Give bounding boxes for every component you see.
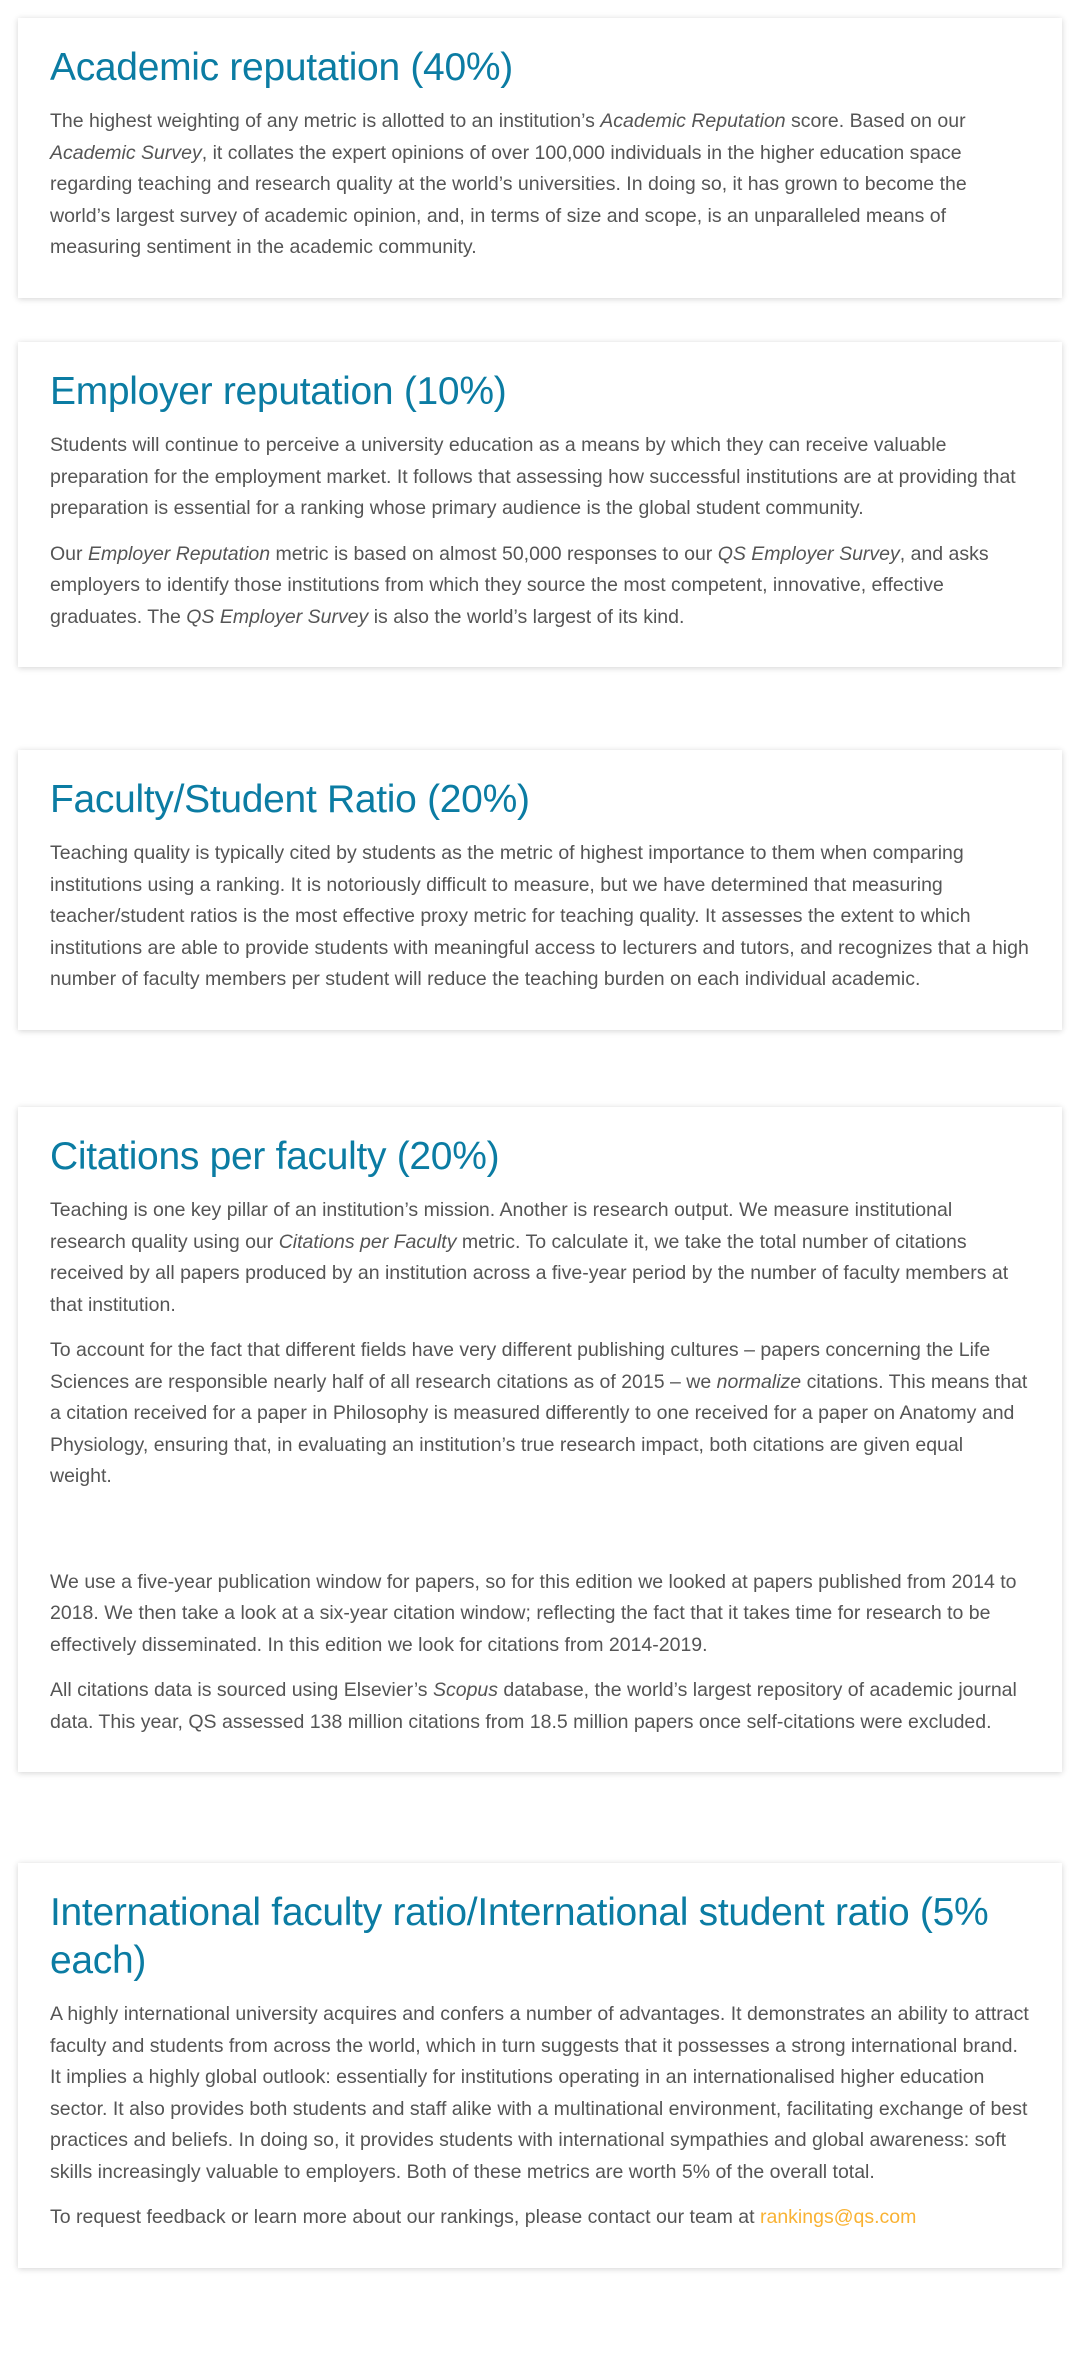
text-segment: To account for the fact that different f… [50,1339,991,1393]
emphasis-text: normalize [716,1370,802,1393]
text-segment: Teaching quality is typically cited by s… [50,842,1029,990]
email-link[interactable]: rankings@qs.com [760,2206,917,2228]
section-title: Citations per faculty (20%) [50,1135,500,1178]
section-card: Faculty/Student Ratio (20%) Teaching qual… [18,750,1062,1030]
section-paragraph: The highest weighting of any metric is a… [50,106,1030,264]
text-segment: database, the world’s largest repository… [50,1679,1017,1733]
text-segment: To request feedback or learn more about … [50,2206,760,2228]
emphasis-text: Employer Reputation [87,542,271,565]
emphasis-text: Scopus [432,1679,499,1701]
section-title: Employer reputation (10%) [50,370,507,413]
section-paragraph: To account for the fact that different f… [50,1335,1030,1493]
text-segment: citations. This means that a citation re… [50,1370,1028,1488]
section-card: International faculty ratio/Internationa… [18,1863,1062,2268]
text-segment: , and asks employers to identify those i… [50,542,989,628]
text-segment: A highly international university acquir… [50,2003,1029,2183]
section-card: Employer reputation (10%) Students will c… [18,342,1062,667]
section-paragraph: Teaching is one key pillar of an institu… [50,1195,1030,1321]
section-card: Citations per faculty (20%) Teaching is o… [18,1107,1062,1772]
text-segment: , it collates the expert opinions of ove… [50,141,967,259]
text-segment: All citations data is sourced using Else… [50,1679,433,1701]
text-segment: Teaching is one key pillar of an institu… [50,1199,953,1253]
section-paragraph: To request feedback or learn more about … [50,2202,1030,2234]
section-paragraph: A highly international university acquir… [50,1999,1030,2188]
text-segment: score. Based on our [785,110,966,132]
section-paragraph: Our Employer Reputation metric is based … [50,539,1030,634]
section-paragraph: Students will continue to perceive a uni… [50,430,1030,525]
spacer [50,1507,1030,1567]
text-segment: Students will continue to perceive a uni… [50,434,1016,519]
section-title: Faculty/Student Ratio (20%) [50,778,530,821]
emphasis-text: Academic Survey [50,141,202,164]
emphasis-text: QS Employer Survey [186,605,369,628]
text-segment: metric. To calculate it, we take the tot… [50,1230,1009,1316]
section-paragraph: Teaching quality is typically cited by s… [50,838,1030,996]
text-segment: Our [50,542,88,565]
section-paragraph: All citations data is sourced using Else… [50,1675,1030,1738]
emphasis-text: Academic Reputation [600,110,786,132]
section-paragraph: We use a five-year publication window fo… [50,1567,1030,1662]
text-segment: is also the world’s largest of its kind. [368,605,685,628]
section-card: Academic reputation (40%) The highest wei… [18,18,1062,298]
text-segment: We use a five-year publication window fo… [50,1570,1017,1656]
emphasis-text: QS Employer Survey [717,542,900,565]
section-title: International faculty ratio/Internationa… [50,1891,989,1982]
section-title: Academic reputation (40%) [50,46,513,89]
text-segment: The highest weighting of any metric is a… [50,110,601,132]
text-segment: metric is based on almost 50,000 respons… [270,542,718,565]
emphasis-text: Citations per Faculty [278,1230,457,1253]
